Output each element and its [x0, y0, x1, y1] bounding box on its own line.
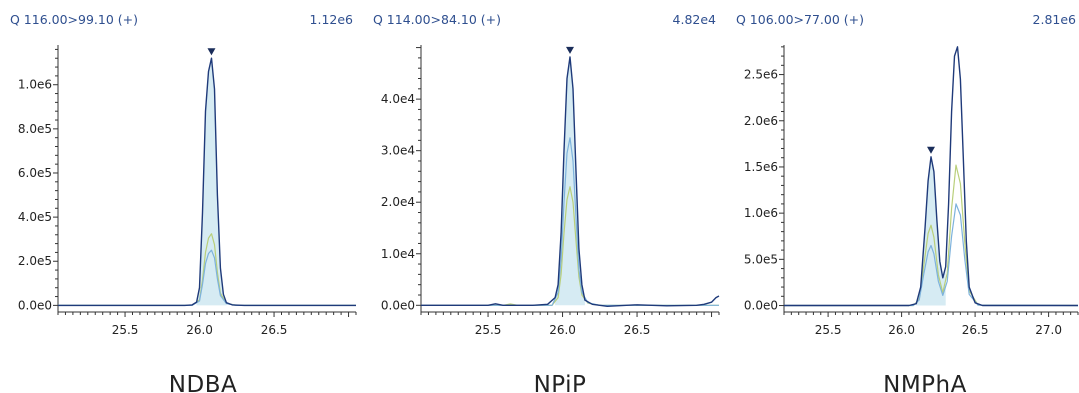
- x-tick-label: 26.5: [624, 323, 651, 337]
- qualifier-trace-1: [58, 249, 356, 306]
- transition-label: Q 106.00>77.00 (+): [736, 12, 864, 27]
- chromatogram-panel-ndba: Q 116.00>99.10 (+) 1.12e6 0.0e0 2.0e5 4.0e5 6…: [10, 12, 357, 393]
- y-tick-label: 3.0e4: [381, 144, 415, 158]
- x-tick-label: 26.0: [888, 323, 915, 337]
- y-tick-label: 0.0e0: [18, 298, 52, 312]
- y-tick-label: 6.0e5: [18, 166, 52, 180]
- y-tick-label: 5.0e5: [744, 252, 778, 266]
- transition-label: Q 116.00>99.10 (+): [10, 12, 138, 27]
- peak-apex-marker-icon: [927, 146, 935, 154]
- y-tick-label: 1.0e4: [381, 247, 415, 261]
- quantifier-trace: [421, 56, 720, 307]
- y-tick-label: 1.0e6: [744, 206, 778, 220]
- chromatogram-panel-nmpha: Q 106.00>77.00 (+) 2.81e6 0.0e0 5.0e5 1.0e6 1…: [736, 12, 1079, 393]
- y-tick-label: 2.0e5: [18, 254, 52, 268]
- peak-apex-marker-icon: [207, 48, 216, 56]
- x-tick-label: 26.0: [186, 323, 213, 337]
- compound-name: NMPhA: [883, 372, 967, 393]
- qualifier-trace-2: [784, 164, 1079, 307]
- y-tick-label: 4.0e5: [18, 210, 52, 224]
- chromatogram-panel-npip: Q 114.00>84.10 (+) 4.82e4 0.0e0 1.0e4 2.0e4 3…: [373, 12, 720, 393]
- x-tick-label: 27.0: [1035, 323, 1062, 337]
- x-tick-label: 26.5: [962, 323, 989, 337]
- max-intensity-label: 1.12e6: [310, 12, 354, 27]
- y-tick-label: 4.0e4: [381, 92, 415, 106]
- qualifier-trace-1: [784, 203, 1079, 307]
- y-tick-label: 0.0e0: [744, 299, 778, 313]
- quantifier-trace: [58, 57, 356, 307]
- y-tick-label: 1.0e6: [18, 78, 52, 92]
- max-intensity-label: 4.82e4: [673, 12, 717, 27]
- integrated-peak-area: [196, 58, 227, 306]
- y-tick-label: 2.0e6: [744, 114, 778, 128]
- compound-name: NDBA: [169, 372, 237, 393]
- max-intensity-label: 2.81e6: [1033, 12, 1077, 27]
- y-tick-label: 0.0e0: [381, 298, 415, 312]
- quantifier-trace: [784, 46, 1078, 307]
- y-tick-label: 2.0e4: [381, 195, 415, 209]
- compound-name: NPiP: [534, 372, 587, 393]
- x-tick-label: 25.5: [815, 323, 842, 337]
- x-tick-label: 26.5: [261, 323, 288, 337]
- y-tick-label: 8.0e5: [18, 122, 52, 136]
- x-tick-label: 26.0: [549, 323, 576, 337]
- y-tick-label: 1.5e6: [744, 160, 778, 174]
- transition-label: Q 114.00>84.10 (+): [373, 12, 501, 27]
- y-tick-label: 2.5e6: [744, 68, 778, 82]
- peak-apex-marker-icon: [566, 46, 574, 54]
- x-tick-label: 25.5: [475, 323, 502, 337]
- x-tick-label: 25.5: [112, 323, 139, 337]
